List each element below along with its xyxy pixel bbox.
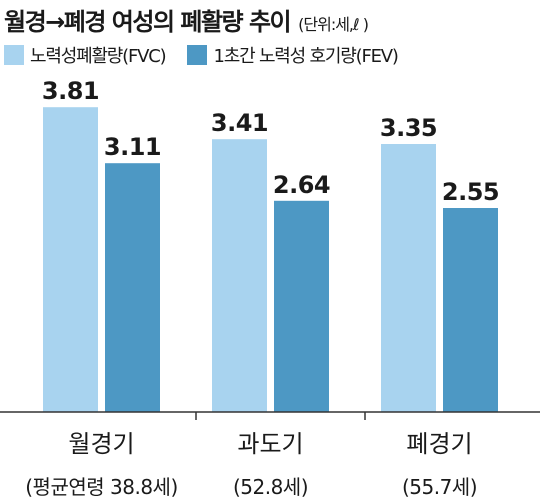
legend-swatch-fev [187, 45, 208, 65]
legend-item-fev: 1초간 노력성 호기량(FEV) [187, 42, 399, 68]
bar-fvc-1 [43, 107, 98, 412]
bar-fev-2 [274, 200, 329, 412]
bar-fvc-2 [212, 139, 267, 412]
legend-label-fev: 1초간 노력성 호기량(FEV) [213, 46, 398, 67]
category-label-2: 과도기 [237, 430, 303, 458]
value-label-fev-3: 2.55 [442, 178, 499, 206]
value-label-fvc-1: 3.81 [42, 77, 99, 105]
bar-fev-3 [443, 208, 498, 412]
bar-fvc-3 [381, 144, 436, 412]
legend: 노력성폐활량(FVC) 1초간 노력성 호기량(FEV) [4, 42, 420, 68]
category-subtitle-2: (52.8세) [233, 475, 308, 499]
legend-swatch-fvc [4, 45, 24, 65]
value-label-fev-1: 3.11 [104, 133, 161, 161]
value-label-fvc-3: 3.35 [380, 114, 437, 142]
value-label-fev-2: 2.64 [273, 171, 330, 199]
title-row: 월경→폐경 여성의 폐활량 추이 (단위:세,ℓ ) [4, 2, 369, 40]
value-label-fvc-2: 3.41 [211, 109, 268, 137]
category-label-1: 월경기 [68, 430, 134, 458]
legend-item-fvc: 노력성폐활량(FVC) [4, 42, 167, 68]
unit-label: (단위:세,ℓ ) [298, 15, 369, 34]
bar-fev-1 [105, 163, 160, 412]
category-subtitle-3: (55.7세) [402, 475, 477, 499]
legend-label-fvc: 노력성폐활량(FVC) [30, 46, 167, 67]
chart-title: 월경→폐경 여성의 폐활량 추이 [4, 8, 292, 36]
category-subtitle-1: (평균연령 38.8세) [25, 475, 178, 499]
category-label-3: 폐경기 [406, 430, 472, 458]
